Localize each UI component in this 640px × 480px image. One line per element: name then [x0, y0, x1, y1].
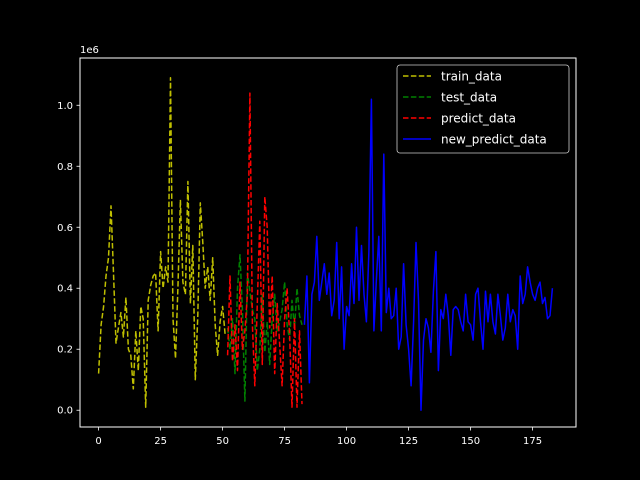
- x-tick-label: 75: [278, 436, 291, 447]
- x-tick-label: 125: [399, 436, 418, 447]
- y-tick-label: 0.6: [57, 223, 73, 234]
- series-line-predict-data: [226, 92, 303, 408]
- series-line-train-data: [97, 77, 226, 408]
- y-tick-label: 0.8: [57, 162, 73, 173]
- ticks-layer: 0 25 50 75 100 125 150 175 0.0 0.2 0.4 0.6 0.8 1.0: [57, 101, 542, 447]
- series-line-new-predict-data: [303, 98, 554, 411]
- x-tick-label: 25: [154, 436, 167, 447]
- y-tick-label: 0.0: [57, 406, 73, 417]
- legend-label: test_data: [441, 91, 497, 105]
- series-layer: [97, 77, 554, 411]
- y-tick-label: 1.0: [57, 101, 73, 112]
- x-tick-label: 100: [337, 436, 356, 447]
- x-tick-label: 150: [461, 436, 480, 447]
- x-tick-label: 175: [523, 436, 542, 447]
- y-tick-label: 0.2: [57, 345, 73, 356]
- legend: train_data test_data predict_data new_predi…: [396, 64, 570, 154]
- x-tick-label: 0: [95, 436, 101, 447]
- legend-label: new_predict_data: [441, 133, 547, 147]
- legend-label: train_data: [441, 70, 502, 84]
- legend-frame: [396, 64, 570, 154]
- legend-label: predict_data: [441, 112, 516, 126]
- axes-frame: [79, 57, 577, 428]
- y-tick-label: 0.4: [57, 284, 73, 295]
- x-tick-label: 50: [216, 436, 229, 447]
- y-scale-label: 1e6: [80, 45, 99, 56]
